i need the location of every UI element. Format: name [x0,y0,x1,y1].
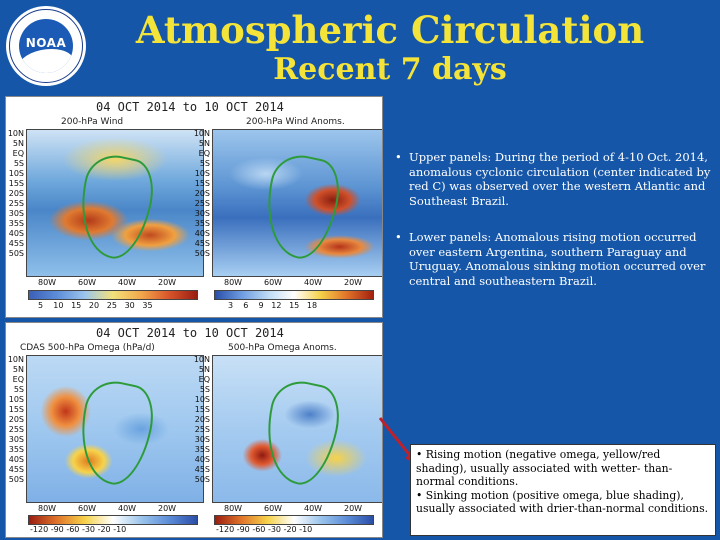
upper-right-lat-labels: 10N 5N EQ 5S 10S 15S 20S 25S 30S 35S 40S 45S 50S [193,129,210,258]
lower-right-lon-20w: 20W [344,504,363,513]
lower-right-lon-60w: 60W [264,504,283,513]
bullet-lower-panels: • Lower panels: Anomalous rising motion o… [395,230,706,288]
upper-left-lon-80w: 80W [38,278,57,287]
south-america-outline [255,376,347,491]
south-america-outline [69,376,161,491]
upper-left-lon-60w: 60W [78,278,97,287]
lower-date-range: 04 OCT 2014 to 10 OCT 2014 [96,326,284,340]
lower-left-title: CDAS 500-hPa Omega (hPa/d) [20,343,155,353]
logo-wordmark: NOAA [25,36,67,50]
omega-colorbar-ticks: -120 -90 -60 -30 -20 -10 [30,525,127,534]
lower-panel: 04 OCT 2014 to 10 OCT 2014 CDAS 500-hPa … [5,322,383,538]
upper-left-lat-labels: 10N 5N EQ 5S 10S 15S 20S 25S 30S 35S 40S 45S 50S [7,129,24,258]
omega-legend-box: • Rising motion (negative omega, yellow/… [410,444,716,536]
south-america-outline [255,150,347,265]
omega-anomaly-colorbar [214,515,374,525]
upper-left-lon-20w: 20W [158,278,177,287]
upper-right-lon-20w: 20W [344,278,363,287]
page-title: Atmospheric Circulation [135,8,645,52]
lower-left-lon-80w: 80W [38,504,57,513]
upper-right-lon-80w: 80W [224,278,243,287]
lower-right-lat-labels: 10N 5N EQ 5S 10S 15S 20S 25S 30S 35S 40S 45S 50S [193,355,210,484]
upper-left-title: 200-hPa Wind [61,117,124,127]
lower-left-lon-20w: 20W [158,504,177,513]
wind-anomaly-colorbar-ticks: 3 6 9 12 15 18 [228,301,318,310]
wind-map [26,129,204,277]
lower-right-title: 500-hPa Omega Anoms. [228,343,337,353]
bullet-upper-panels: • Upper panels: During the period of 4-10… [395,150,711,208]
noaa-logo: NOAA [6,6,86,86]
upper-left-lon-40w: 40W [118,278,137,287]
upper-panel: 04 OCT 2014 to 10 OCT 2014 200-hPa Wind … [5,96,383,318]
wind-anomaly-map [212,129,382,277]
lower-left-lon-40w: 40W [118,504,137,513]
logo-ring [9,9,83,83]
lower-right-lon-40w: 40W [304,504,323,513]
wind-colorbar-ticks: 5 10 15 20 25 30 35 [38,301,153,310]
omega-anomaly-map [212,355,382,503]
bullet-dot: • [395,230,402,244]
lower-left-lon-60w: 60W [78,504,97,513]
upper-date-range: 04 OCT 2014 to 10 OCT 2014 [96,100,284,114]
lower-right-lon-80w: 80W [224,504,243,513]
upper-right-title: 200-hPa Wind Anoms. [246,117,345,127]
upper-right-lon-60w: 60W [264,278,283,287]
bullet-list: • Upper panels: During the period of 4-10… [395,150,715,310]
rising-motion-note: • Rising motion (negative omega, yellow/… [416,448,673,488]
omega-anomaly-colorbar-ticks: -120 -90 -60 -30 -20 -10 [216,525,313,534]
upper-right-lon-40w: 40W [304,278,323,287]
sinking-motion-note: • Sinking motion (positive omega, blue s… [416,488,709,516]
wind-anomaly-colorbar [214,290,374,300]
omega-colorbar [28,515,198,525]
lower-left-lat-labels: 10N 5N EQ 5S 10S 15S 20S 25S 30S 35S 40S 45S 50S [7,355,24,484]
south-america-outline [69,150,161,265]
page-subtitle: Recent 7 days [273,52,507,87]
omega-map [26,355,204,503]
seagull-icon [19,49,73,73]
wind-colorbar [28,290,198,300]
logo-emblem: NOAA [19,19,73,73]
bullet-dot: • [395,150,402,164]
